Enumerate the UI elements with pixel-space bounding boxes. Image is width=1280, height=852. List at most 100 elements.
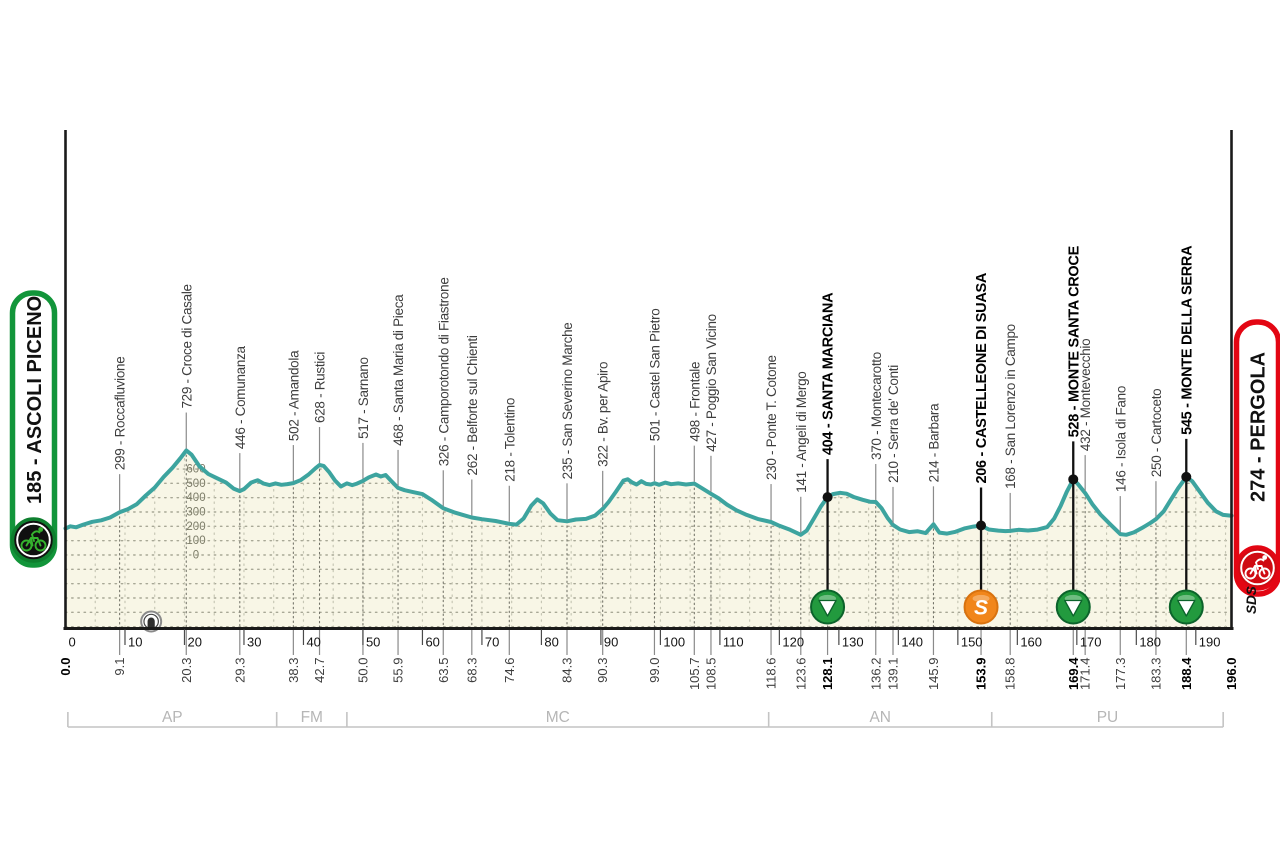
km-label: 128.1 [820, 658, 835, 691]
waypoint-label: 210 - Serra de' Conti [886, 365, 901, 483]
km-label: 38.3 [286, 658, 301, 683]
km-label: 105.7 [687, 658, 702, 691]
waypoint-label: 370 - Montecarotto [869, 352, 884, 460]
x-tick-label: 150 [961, 635, 983, 650]
km-label: 0.0 [58, 658, 73, 676]
finish-badge: 274 - PERGOLA [1233, 319, 1280, 597]
waypoint-label: 498 - Frontale [687, 362, 702, 442]
waypoint-label: 446 - Comunanza [233, 345, 248, 449]
elevation-tick-label: 200 [186, 521, 205, 533]
waypoint-label: 146 - Isola di Fano [1113, 386, 1128, 492]
km-label: 188.4 [1179, 657, 1194, 690]
waypoint-label: 218 - Tolentino [502, 398, 517, 482]
km-label: 158.8 [1003, 658, 1018, 691]
x-tick-label: 20 [187, 635, 201, 650]
x-tick-label: 120 [782, 635, 804, 650]
waypoint-label: 517 - Sarnano [356, 357, 371, 439]
km-label: 50.0 [355, 658, 370, 683]
waypoint-label: 404 - SANTA MARCIANA [821, 292, 837, 455]
sprint-s-letter: S [974, 597, 988, 620]
waypoint-label: 432 - Montevecchio [1078, 339, 1093, 451]
province-label: AN [869, 709, 891, 726]
waypoint-label: 427 - Poggio San Vicino [704, 314, 719, 452]
elevation-tick-label: 500 [186, 478, 205, 490]
km-label: 123.6 [793, 658, 808, 691]
km-label: 84.3 [559, 658, 574, 683]
x-tick-label: 30 [247, 635, 261, 650]
x-tick-label: 110 [723, 635, 744, 650]
km-label: 183.3 [1148, 658, 1163, 691]
waypoint-label: 502 - Amandola [286, 350, 301, 441]
x-tick-label: 0 [69, 635, 76, 650]
km-label: 90.3 [595, 658, 610, 683]
elevation-tick-label: 0 [193, 550, 199, 562]
elevation-tick-label: 300 [186, 507, 205, 519]
province-label: MC [546, 709, 570, 726]
km-label: 118.6 [764, 658, 779, 690]
x-tick-label: 50 [366, 635, 380, 650]
finish-badge-frame [1233, 319, 1280, 597]
km-label: 169.4 [1066, 657, 1081, 690]
x-tick-label: 70 [485, 635, 499, 650]
x-tick-label: 140 [901, 635, 923, 650]
start-badge: 185 - ASCOLI PICENO [9, 290, 58, 568]
down-triangle [818, 599, 837, 617]
waypoint-label: 299 - Roccafluvione [113, 357, 128, 471]
x-tick-label: 190 [1199, 635, 1221, 650]
x-tick-label: 170 [1080, 635, 1102, 650]
x-tick-label: 80 [544, 635, 558, 650]
km-label: 108.5 [703, 658, 718, 691]
province-brackets: AP FM MC AN PU [67, 709, 1224, 728]
waypoint-label: 230 - Ponte T. Cotone [764, 355, 779, 480]
province-label: FM [301, 709, 323, 726]
x-tick-label: 160 [1020, 635, 1042, 650]
bonus-sprint-icon [1055, 589, 1091, 625]
waypoint-label: 729 - Croce di Casale [179, 284, 194, 408]
km-label: 196.0 [1224, 658, 1239, 691]
km-label: 171.4 [1078, 658, 1093, 691]
elevation-tick-label: 400 [186, 492, 205, 504]
waypoint-dot [1068, 474, 1079, 485]
elevation-tick-label: 100 [186, 535, 205, 547]
x-tick-label: 40 [306, 635, 320, 650]
waypoint-label: 214 - Barbara [926, 403, 941, 482]
km-label: 29.3 [232, 658, 247, 683]
waypoint-label: 235 - San Severino Marche [560, 322, 575, 479]
x-tick-label: 10 [128, 635, 142, 650]
x-tick-label: 180 [1139, 635, 1161, 650]
tunnel-arch [147, 617, 155, 627]
km-label: 153.9 [974, 658, 989, 691]
waypoint-dot [1181, 471, 1192, 482]
waypoint-dot [976, 520, 987, 531]
km-label: 9.1 [112, 658, 127, 676]
waypoint-label: 501 - Castel San Pietro [647, 309, 662, 442]
waypoint-label: 468 - Santa Maria di Pieca [391, 294, 406, 446]
down-triangle [1177, 599, 1196, 617]
profile-line [63, 448, 1234, 537]
intermediate-sprint-icon: S [963, 589, 999, 625]
km-label: 74.6 [502, 658, 517, 683]
km-label: 42.7 [312, 658, 327, 683]
waypoint-label: 545 - MONTE DELLA SERRA [1179, 245, 1195, 435]
km-label: 177.3 [1113, 658, 1128, 691]
waypoint-label: 168 - San Lorenzo in Campo [1003, 324, 1018, 489]
sds-logo: SDS [1244, 586, 1259, 614]
waypoint-label: 322 - Bv. per Apiro [596, 362, 611, 467]
km-label: 63.5 [436, 658, 451, 683]
km-label: 136.2 [868, 658, 883, 691]
waypoint-label: 250 - Cartoceto [1149, 389, 1164, 478]
x-tick-label: 130 [842, 635, 864, 650]
sprint-gloss [972, 594, 990, 603]
waypoint-label: 206 - CASTELLEONE DI SUASA [974, 272, 990, 483]
province-label: AP [162, 709, 183, 726]
waypoint-label: 262 - Belforte sul Chienti [465, 335, 480, 475]
km-label: 139.1 [886, 658, 901, 691]
km-label: 55.9 [391, 658, 406, 683]
km-label: 145.9 [926, 658, 941, 691]
x-tick-label: 100 [663, 635, 685, 650]
x-tick-label: 60 [425, 635, 439, 650]
